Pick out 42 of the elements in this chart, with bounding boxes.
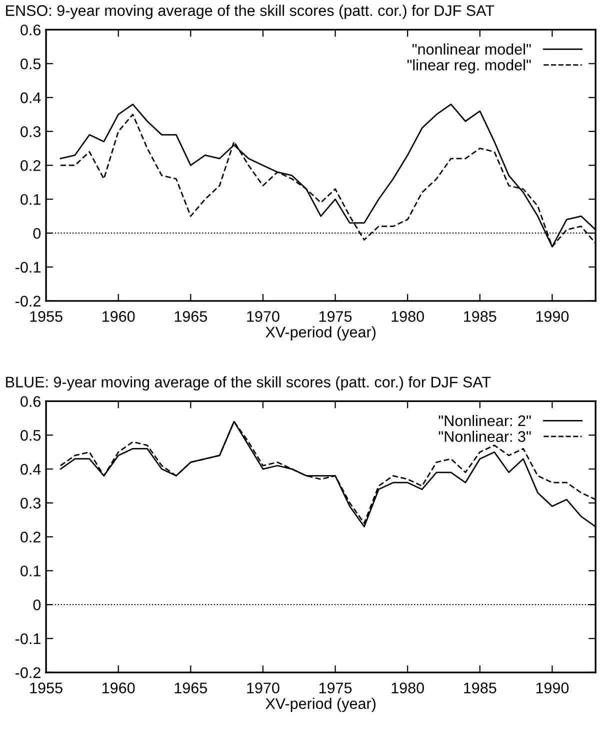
y-tick-label: 0.4 xyxy=(20,92,41,104)
y-tick-label: 0 xyxy=(33,599,41,610)
chart-title: BLUE: 9-year moving average of the skill scores (patt. cor.) for DJF SAT xyxy=(6,376,491,390)
x-axis-title: XV-period (year) xyxy=(266,326,376,341)
x-tick-label: 1970 xyxy=(247,311,280,322)
x-tick-label: 1965 xyxy=(174,682,208,694)
y-tick-label: 0.1 xyxy=(20,566,40,576)
y-tick-label: 0.6 xyxy=(20,396,41,407)
x-tick-label: 1960 xyxy=(102,311,135,322)
y-tick-label: 0.6 xyxy=(20,24,41,36)
y-tick-label: -0.1 xyxy=(16,633,40,644)
x-tick-label: 1980 xyxy=(392,682,424,694)
x-tick-label: 1975 xyxy=(319,682,352,694)
x-tick-label: 1990 xyxy=(536,311,569,322)
y-tick-label: 0.4 xyxy=(20,464,41,475)
x-tick-label: 1955 xyxy=(30,311,62,322)
y-tick-label: -0.2 xyxy=(16,296,40,307)
x-tick-label: 1980 xyxy=(392,311,424,322)
x-tick-label: 1965 xyxy=(174,311,208,322)
legend-label: "Nonlinear: 3" xyxy=(438,430,531,442)
y-tick-label: 0.3 xyxy=(20,126,41,138)
legend-label: "linear reg. model" xyxy=(407,59,531,74)
x-tick-label: 1985 xyxy=(464,682,496,694)
x-tick-label: 1970 xyxy=(247,682,280,694)
y-tick-label: 0.5 xyxy=(20,58,41,70)
y-tick-label: 0 xyxy=(33,228,41,239)
y-tick-label: 0.5 xyxy=(20,430,41,441)
y-tick-label: -0.2 xyxy=(16,667,40,678)
y-tick-label: -0.1 xyxy=(16,262,40,273)
x-tick-label: 1955 xyxy=(30,682,62,694)
y-tick-label: 0.1 xyxy=(20,194,40,205)
x-tick-label: 1960 xyxy=(102,682,135,694)
x-axis-title: XV-period (year) xyxy=(266,698,376,712)
chart-title: ENSO: 9-year moving average of the skill scores (patt. cor.) for DJF SAT xyxy=(6,4,494,19)
y-tick-label: 0.3 xyxy=(20,498,41,509)
y-tick-label: 0.2 xyxy=(20,532,40,543)
x-tick-label: 1985 xyxy=(464,311,496,322)
legend-label: "Nonlinear: 2" xyxy=(438,414,531,426)
y-tick-label: 0.2 xyxy=(20,160,40,172)
legend-label: "nonlinear model" xyxy=(412,43,531,55)
x-tick-label: 1990 xyxy=(536,682,569,694)
x-tick-label: 1975 xyxy=(319,311,352,322)
